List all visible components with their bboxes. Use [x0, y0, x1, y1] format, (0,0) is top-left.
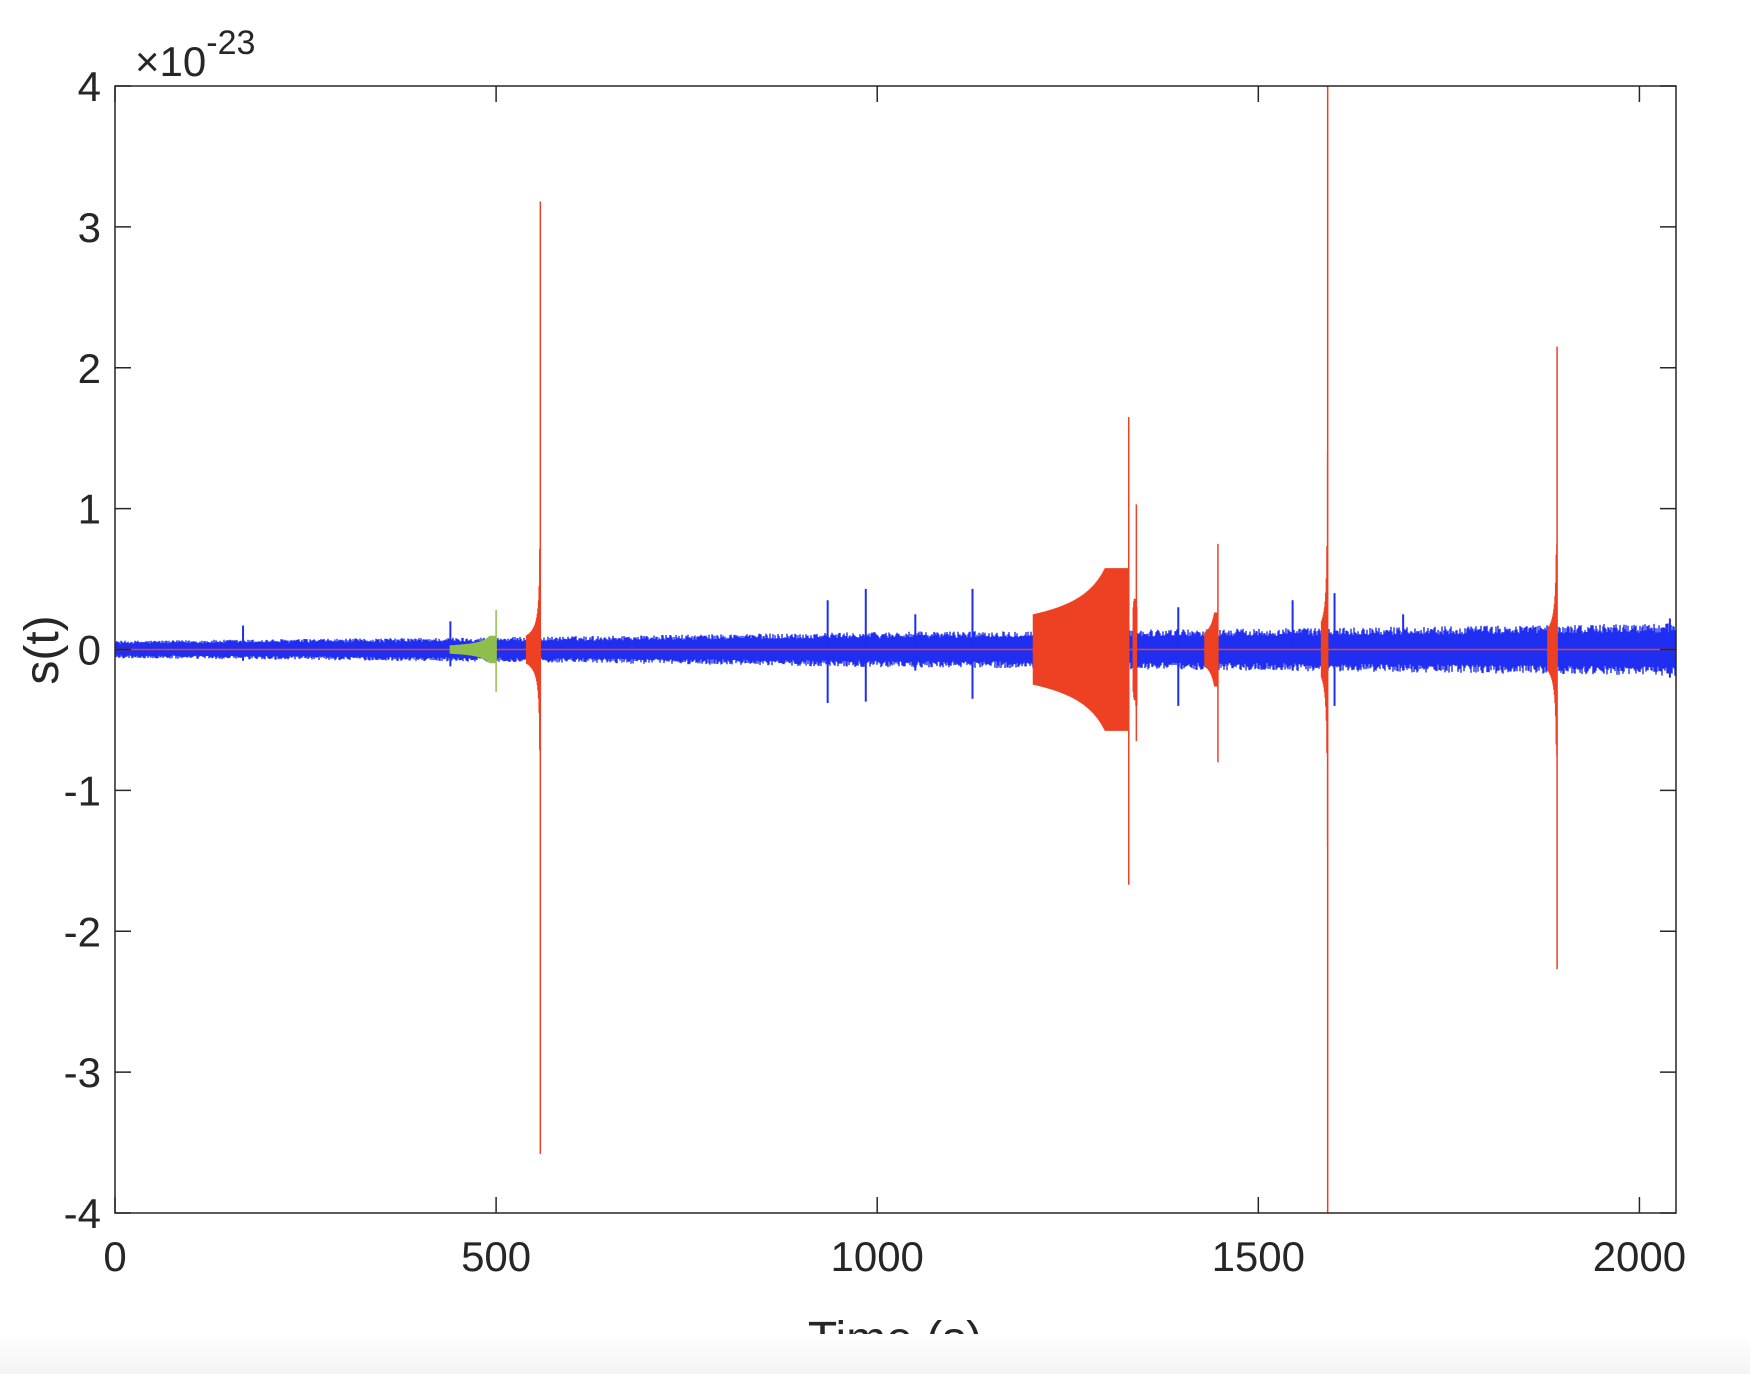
y-tick-label: -2 — [64, 908, 101, 955]
signal-event — [1032, 417, 1130, 885]
x-tick-label: 500 — [461, 1233, 531, 1280]
y-tick-label: 2 — [78, 345, 101, 392]
x-tick-label: 2000 — [1593, 1233, 1686, 1280]
y-tick-label: 0 — [78, 627, 101, 674]
window-bottom-edge — [0, 1334, 1750, 1374]
signal-event — [1320, 86, 1329, 1213]
series-layer — [115, 86, 1676, 1213]
x-tick-label: 1000 — [830, 1233, 923, 1280]
x-tick-label: 1500 — [1212, 1233, 1305, 1280]
y-tick-labels: -4 -3 -2 -1 0 1 2 3 4 — [64, 63, 101, 1237]
y-tick-label: -3 — [64, 1049, 101, 1096]
signal-alt-event — [449, 610, 497, 692]
plot-area — [115, 86, 1676, 1213]
x-tick-labels: 0 500 1000 1500 2000 — [103, 1233, 1686, 1280]
y-tick-label: -1 — [64, 767, 101, 814]
signal-event — [1132, 504, 1138, 742]
signal-event — [1204, 543, 1219, 763]
y-tick-label: -4 — [64, 1190, 101, 1237]
y-tick-label: 3 — [78, 204, 101, 251]
x-tick-label: 0 — [103, 1233, 126, 1280]
y-tick-label: 4 — [78, 63, 101, 110]
y-axis-label: s(t) — [16, 615, 69, 684]
y-exponent-multiplier: ×10-23 — [135, 24, 255, 85]
signal-event — [1547, 346, 1558, 970]
y-tick-label: 1 — [78, 486, 101, 533]
signal-event — [525, 201, 542, 1154]
ticks — [114, 85, 1676, 1214]
